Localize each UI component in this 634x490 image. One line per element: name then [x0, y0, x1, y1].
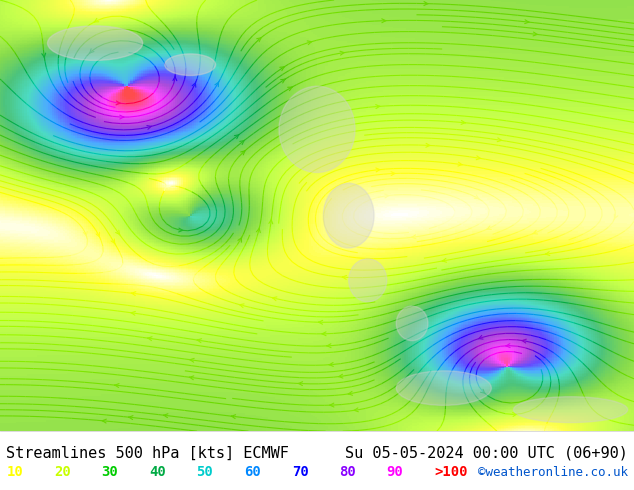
- FancyArrowPatch shape: [192, 82, 196, 87]
- FancyArrowPatch shape: [533, 32, 538, 36]
- FancyArrowPatch shape: [340, 51, 344, 55]
- Text: 30: 30: [101, 466, 118, 479]
- Text: >100: >100: [434, 466, 468, 479]
- FancyArrowPatch shape: [120, 115, 124, 119]
- FancyArrowPatch shape: [307, 41, 312, 45]
- FancyArrowPatch shape: [84, 232, 87, 237]
- FancyArrowPatch shape: [164, 414, 168, 417]
- Text: ©weatheronline.co.uk: ©weatheronline.co.uk: [477, 466, 628, 479]
- FancyArrowPatch shape: [533, 230, 538, 234]
- FancyArrowPatch shape: [513, 413, 517, 416]
- Text: 60: 60: [244, 466, 261, 479]
- Text: 50: 50: [197, 466, 213, 479]
- FancyArrowPatch shape: [424, 1, 428, 5]
- Ellipse shape: [165, 54, 216, 75]
- Text: Streamlines 500 hPa [kts] ECMWF: Streamlines 500 hPa [kts] ECMWF: [6, 446, 289, 461]
- FancyArrowPatch shape: [339, 374, 343, 378]
- Text: 20: 20: [54, 466, 70, 479]
- FancyArrowPatch shape: [330, 403, 334, 407]
- FancyArrowPatch shape: [426, 144, 430, 147]
- FancyArrowPatch shape: [190, 376, 194, 380]
- FancyArrowPatch shape: [257, 227, 261, 233]
- Text: Su 05-05-2024 00:00 UTC (06+90): Su 05-05-2024 00:00 UTC (06+90): [345, 446, 628, 461]
- FancyArrowPatch shape: [131, 311, 136, 315]
- FancyArrowPatch shape: [115, 230, 120, 235]
- FancyArrowPatch shape: [522, 339, 526, 343]
- FancyArrowPatch shape: [42, 53, 46, 58]
- FancyArrowPatch shape: [116, 101, 120, 105]
- FancyArrowPatch shape: [476, 156, 481, 160]
- FancyArrowPatch shape: [385, 194, 389, 198]
- Ellipse shape: [323, 183, 374, 248]
- Text: 80: 80: [339, 466, 356, 479]
- FancyArrowPatch shape: [327, 344, 331, 347]
- FancyArrowPatch shape: [479, 336, 483, 339]
- FancyArrowPatch shape: [525, 20, 529, 24]
- FancyArrowPatch shape: [318, 320, 323, 324]
- FancyArrowPatch shape: [147, 125, 152, 129]
- FancyArrowPatch shape: [273, 297, 277, 301]
- FancyArrowPatch shape: [257, 37, 261, 42]
- FancyArrowPatch shape: [322, 332, 326, 336]
- Ellipse shape: [396, 371, 491, 405]
- FancyArrowPatch shape: [342, 275, 347, 279]
- FancyArrowPatch shape: [382, 19, 386, 23]
- Text: 40: 40: [149, 466, 165, 479]
- FancyArrowPatch shape: [497, 138, 501, 142]
- FancyArrowPatch shape: [129, 416, 133, 419]
- Ellipse shape: [48, 26, 143, 60]
- FancyArrowPatch shape: [215, 81, 219, 87]
- FancyArrowPatch shape: [391, 172, 395, 175]
- FancyArrowPatch shape: [299, 382, 302, 386]
- FancyArrowPatch shape: [281, 79, 285, 83]
- Text: 70: 70: [292, 466, 308, 479]
- FancyArrowPatch shape: [115, 384, 119, 388]
- FancyArrowPatch shape: [111, 239, 115, 244]
- FancyArrowPatch shape: [197, 339, 202, 343]
- FancyArrowPatch shape: [131, 292, 136, 295]
- FancyArrowPatch shape: [89, 49, 94, 53]
- FancyArrowPatch shape: [238, 237, 242, 242]
- FancyArrowPatch shape: [487, 226, 491, 229]
- FancyArrowPatch shape: [235, 134, 239, 139]
- FancyArrowPatch shape: [240, 140, 245, 145]
- FancyArrowPatch shape: [545, 252, 550, 256]
- Text: 90: 90: [387, 466, 403, 479]
- FancyArrowPatch shape: [376, 168, 380, 172]
- FancyArrowPatch shape: [474, 195, 479, 199]
- FancyArrowPatch shape: [348, 392, 353, 395]
- Ellipse shape: [396, 306, 428, 341]
- Ellipse shape: [279, 86, 355, 172]
- FancyArrowPatch shape: [411, 235, 416, 239]
- FancyArrowPatch shape: [179, 228, 183, 232]
- FancyArrowPatch shape: [442, 258, 446, 262]
- FancyArrowPatch shape: [190, 358, 194, 362]
- Ellipse shape: [514, 397, 628, 422]
- Text: 10: 10: [6, 466, 23, 479]
- FancyArrowPatch shape: [269, 219, 273, 224]
- FancyArrowPatch shape: [614, 214, 618, 220]
- FancyArrowPatch shape: [240, 304, 244, 308]
- FancyArrowPatch shape: [173, 75, 177, 81]
- FancyArrowPatch shape: [94, 18, 99, 22]
- FancyArrowPatch shape: [354, 408, 358, 412]
- FancyArrowPatch shape: [288, 87, 292, 91]
- FancyArrowPatch shape: [102, 419, 107, 423]
- FancyArrowPatch shape: [329, 363, 333, 367]
- FancyArrowPatch shape: [461, 121, 465, 124]
- FancyArrowPatch shape: [231, 415, 236, 418]
- FancyArrowPatch shape: [96, 232, 100, 238]
- FancyArrowPatch shape: [280, 67, 285, 71]
- FancyArrowPatch shape: [376, 105, 380, 108]
- FancyArrowPatch shape: [241, 150, 245, 155]
- Ellipse shape: [349, 259, 387, 302]
- FancyArrowPatch shape: [481, 389, 485, 393]
- FancyArrowPatch shape: [148, 337, 152, 341]
- FancyArrowPatch shape: [506, 343, 510, 347]
- FancyArrowPatch shape: [458, 162, 462, 166]
